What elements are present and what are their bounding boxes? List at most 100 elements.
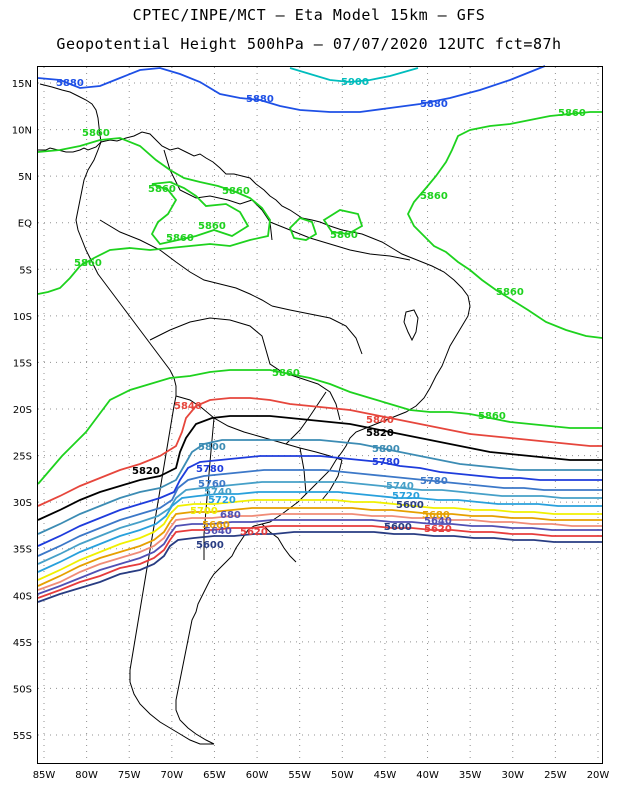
contour-5620 bbox=[37, 525, 602, 599]
contour-label: 5860 bbox=[82, 128, 110, 139]
longitude-label: 50W bbox=[331, 770, 354, 781]
border-9 bbox=[299, 447, 307, 495]
contour-label: 5620 bbox=[240, 527, 268, 538]
longitude-label: 70W bbox=[161, 770, 184, 781]
contour-lines bbox=[37, 65, 603, 603]
contour-label: 5780 bbox=[420, 476, 448, 487]
contour-label: 5860 bbox=[478, 411, 506, 422]
contour-5740 bbox=[37, 481, 602, 565]
latitude-label: 15S bbox=[13, 358, 32, 369]
contour-label: 5680 bbox=[422, 510, 450, 521]
border-2 bbox=[99, 219, 273, 307]
contour-5900 bbox=[289, 67, 419, 83]
latitude-label: 50S bbox=[13, 684, 32, 695]
contour-5820 bbox=[37, 415, 602, 521]
contour-label: 5640 bbox=[204, 526, 232, 537]
contour-label: 5820 bbox=[366, 428, 394, 439]
contour-label: 5720 bbox=[208, 495, 236, 506]
latitude-label: 5N bbox=[18, 172, 32, 183]
land-outlines bbox=[38, 83, 471, 745]
longitude-label: 40W bbox=[416, 770, 439, 781]
contour-label: 5800 bbox=[372, 444, 400, 455]
contour-5760 bbox=[37, 469, 602, 557]
longitude-label: 25W bbox=[544, 770, 567, 781]
latitude-label: 25S bbox=[13, 452, 32, 463]
contour-label: 5860 bbox=[166, 233, 194, 244]
contour-label: 5860 bbox=[496, 287, 524, 298]
coast-south-america-pacific bbox=[75, 141, 214, 745]
longitude-label: 20W bbox=[587, 770, 610, 781]
border-5 bbox=[203, 417, 215, 560]
contour-label: 5660 bbox=[202, 520, 230, 531]
coast-south-america-west bbox=[100, 131, 471, 745]
contour-5780 bbox=[37, 455, 602, 547]
latitude-label: 40S bbox=[13, 591, 32, 602]
contour-label: 680 bbox=[220, 510, 241, 521]
map-frame bbox=[37, 66, 603, 764]
contour-label: 5860 bbox=[74, 258, 102, 269]
contour-label: 5860 bbox=[558, 108, 586, 119]
longitude-label: 45W bbox=[374, 770, 397, 781]
contour-label: 5820 bbox=[132, 466, 160, 477]
contour-label: 5720 bbox=[392, 491, 420, 502]
contour-5800 bbox=[37, 439, 602, 535]
longitude-label: 65W bbox=[203, 770, 226, 781]
contour-5840 bbox=[37, 397, 602, 507]
longitude-label: 30W bbox=[501, 770, 524, 781]
longitude-label: 80W bbox=[75, 770, 98, 781]
longitude-label: 35W bbox=[459, 770, 482, 781]
latitude-label: 30S bbox=[13, 498, 32, 509]
contour-label: 5600 bbox=[396, 500, 424, 511]
latitude-label: 15N bbox=[12, 79, 32, 90]
contour-label: 5860 bbox=[420, 191, 448, 202]
latitude-labels: 15N 10N 5N EQ 5S 10S 15S 20S 25S 30S 35S 40S 45S 50S 5… bbox=[12, 79, 32, 742]
contour-5860-south bbox=[37, 369, 602, 485]
contour-label: 5780 bbox=[372, 457, 400, 468]
contour-label: 5860 bbox=[148, 184, 176, 195]
contour-5600 bbox=[37, 531, 602, 603]
contour-label: 5880 bbox=[56, 78, 84, 89]
contour-5860-north bbox=[37, 137, 271, 295]
longitude-label: 60W bbox=[246, 770, 269, 781]
title-line-1: CPTEC/INPE/MCT – Eta Model 15km – GFS bbox=[132, 6, 486, 24]
latitude-label: 10S bbox=[13, 312, 32, 323]
lake-sobradinho bbox=[403, 309, 419, 342]
border-8 bbox=[285, 391, 327, 445]
border-7 bbox=[271, 305, 363, 355]
contour-label: 5760 bbox=[198, 479, 226, 490]
longitude-labels: 85W 80W 75W 70W 65W 60W 55W 50W 45W 40W 35W 30W 25W 2… bbox=[33, 770, 610, 781]
contour-5860-atlantic bbox=[406, 111, 603, 339]
contour-5880 bbox=[37, 65, 546, 113]
contour-label: 5740 bbox=[386, 481, 414, 492]
contour-label: 5860 bbox=[330, 230, 358, 241]
longitude-label: 85W bbox=[33, 770, 56, 781]
contour-label: 5700 bbox=[190, 506, 218, 517]
coast-central-america bbox=[38, 83, 102, 153]
contour-label: 5600 bbox=[196, 540, 224, 551]
latitude-label: 20S bbox=[13, 405, 32, 416]
contour-label: 5880 bbox=[246, 94, 274, 105]
latitude-label: 35S bbox=[13, 545, 32, 556]
contour-label: 5860 bbox=[198, 221, 226, 232]
border-3 bbox=[149, 317, 341, 421]
contour-label: 5780 bbox=[196, 464, 224, 475]
border-4 bbox=[175, 395, 343, 461]
latitude-label: 55S bbox=[13, 731, 32, 742]
border-6 bbox=[269, 221, 411, 261]
contour-label: 5860 bbox=[272, 368, 300, 379]
longitude-label: 55W bbox=[288, 770, 311, 781]
longitude-label: 75W bbox=[118, 770, 141, 781]
contour-5660 bbox=[37, 513, 602, 591]
contour-5680 bbox=[37, 507, 602, 587]
contour-label: 5620 bbox=[424, 524, 452, 535]
latitude-label: 45S bbox=[13, 638, 32, 649]
title-line-2: Geopotential Height 500hPa – 07/07/2020 … bbox=[56, 35, 562, 53]
contour-label: 5800 bbox=[198, 442, 226, 453]
contour-label: 5640 bbox=[424, 516, 452, 527]
latitude-label: 5S bbox=[19, 265, 32, 276]
contour-5860-isle2 bbox=[288, 216, 318, 241]
contour-5640 bbox=[37, 519, 602, 595]
contour-5720 bbox=[37, 491, 602, 573]
